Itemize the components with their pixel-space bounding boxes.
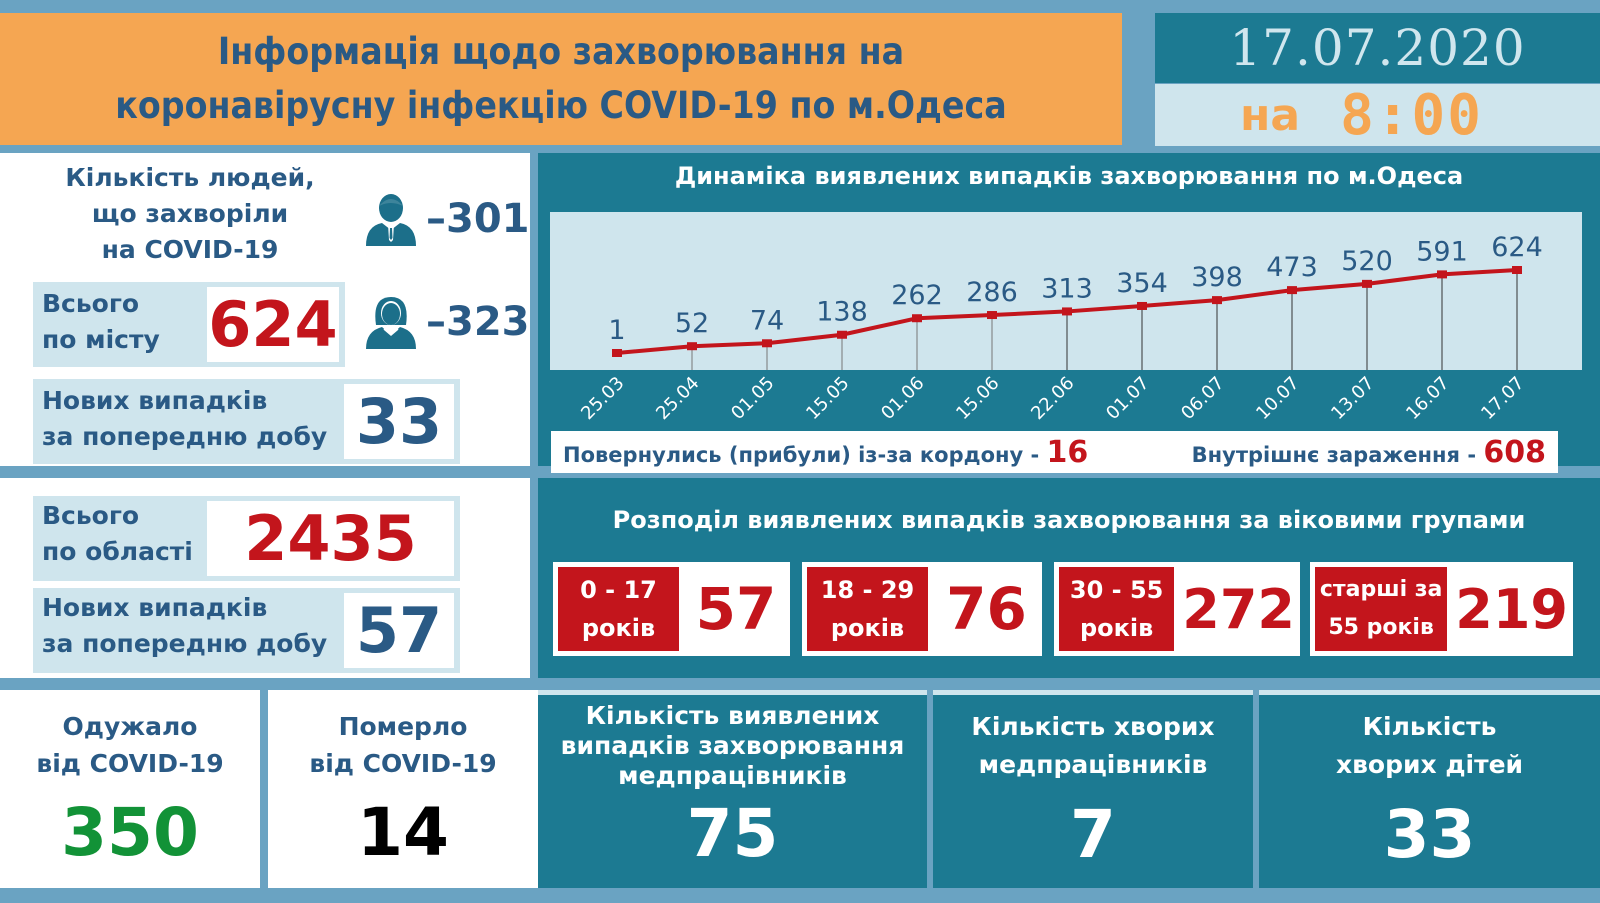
- age-group-value: 272: [1182, 577, 1295, 641]
- report-time: на 8:00: [1155, 82, 1600, 148]
- x-tick-label: 13.07: [1327, 373, 1378, 424]
- male-person-icon: [366, 194, 416, 246]
- header-title-box: Інформація щодо захворювання на коронаві…: [0, 13, 1122, 145]
- data-label: 286: [966, 277, 1018, 308]
- age-group-label: старші за 55 років: [1315, 567, 1448, 651]
- imported-cases: Повернулись (прибули) із-за кордону - 16: [563, 434, 1089, 470]
- x-tick-label: 16.07: [1402, 373, 1453, 424]
- data-label: 398: [1191, 262, 1243, 293]
- data-label: 262: [891, 280, 943, 311]
- medical-cases-label: Кількість виявлених випадків захворюванн…: [560, 701, 905, 790]
- x-tick-label: 10.07: [1252, 373, 1303, 424]
- title-line-1: Інформація щодо захворювання на: [217, 30, 905, 73]
- data-label: 624: [1491, 232, 1543, 263]
- region-total-box: Всього по області 2435: [33, 496, 460, 581]
- region-total-value: 2435: [207, 501, 454, 576]
- local-cases-value: 608: [1483, 434, 1546, 470]
- x-tick-label: 17.07: [1477, 373, 1528, 424]
- data-label: 591: [1416, 236, 1468, 267]
- male-count-row: –301: [362, 190, 530, 248]
- data-label: 74: [750, 305, 784, 336]
- age-group-card: старші за 55 років 219: [1310, 562, 1573, 656]
- sick-children-label: Кількість хворих дітей: [1335, 712, 1524, 779]
- female-person-icon: [366, 297, 416, 349]
- chart-title: Динаміка виявлених випадків захворювання…: [674, 162, 1464, 190]
- female-count-row: –323: [362, 293, 530, 351]
- city-new-label: Нових випадків за попередню добу: [42, 386, 328, 451]
- line-chart: 1 25.03 52 25.04 74 01.05 138 15.05 262 01.06 286 1…: [577, 232, 1543, 424]
- data-label: 520: [1341, 246, 1393, 277]
- x-tick-label: 25.04: [652, 373, 703, 424]
- sick-medics-value: 7: [1070, 796, 1116, 873]
- region-new-label: Нових випадків за попередню добу: [42, 593, 328, 658]
- data-label: 1: [608, 315, 625, 346]
- data-label: 52: [675, 308, 709, 339]
- x-tick-label: 01.05: [727, 373, 778, 424]
- x-tick-label: 22.06: [1027, 373, 1078, 424]
- city-new-value: 33: [344, 384, 454, 459]
- medical-cases-value: 75: [686, 795, 779, 872]
- city-total-box: Всього по місту 624: [33, 282, 345, 367]
- sick-medics-panel: Кількість хворих медпрацівників 7: [933, 690, 1253, 888]
- local-cases: Внутрішнє зараження - 608: [1191, 434, 1546, 470]
- x-tick-label: 06.07: [1177, 373, 1228, 424]
- title-line-2: коронавірусну інфекцію COVID-19 по м.Оде…: [115, 84, 1007, 127]
- x-tick-label: 01.07: [1102, 373, 1153, 424]
- time-prefix: на: [1240, 89, 1301, 141]
- x-tick-label: 15.05: [802, 373, 853, 424]
- city-new-box: Нових випадків за попередню добу 33: [33, 379, 460, 464]
- region-new-box: Нових випадків за попередню добу 57: [33, 588, 460, 673]
- male-count: –301: [426, 196, 530, 242]
- data-label: 473: [1266, 252, 1318, 283]
- imported-cases-value: 16: [1046, 434, 1089, 470]
- age-group-label: 0 - 17 років: [558, 567, 679, 651]
- recovered-value: 350: [61, 794, 199, 871]
- age-group-value: 57: [695, 575, 777, 643]
- sick-people-title: Кількість людей, що захворіли на COVID-1…: [65, 163, 315, 264]
- time-value: 8:00: [1340, 82, 1483, 148]
- deceased-label: Померло від COVID-19: [309, 712, 497, 778]
- sick-medics-label: Кількість хворих медпрацівників: [971, 712, 1215, 779]
- medical-cases-panel: Кількість виявлених випадків захворюванн…: [538, 690, 927, 888]
- age-groups-title: Розподіл виявлених випадків захворювання…: [612, 506, 1526, 534]
- region-new-value: 57: [344, 593, 454, 668]
- age-group-label: 30 - 55 років: [1059, 567, 1175, 651]
- age-group-card: 30 - 55 років 272: [1054, 562, 1300, 656]
- sick-children-panel: Кількість хворих дітей 33: [1259, 690, 1600, 888]
- data-label: 138: [816, 297, 868, 328]
- recovered-label: Одужало від COVID-19: [36, 712, 224, 778]
- age-group-value: 76: [946, 575, 1027, 643]
- data-label: 354: [1116, 268, 1168, 299]
- data-label: 313: [1041, 273, 1093, 304]
- x-tick-label: 15.06: [952, 373, 1003, 424]
- deceased-panel: Померло від COVID-19 14: [268, 690, 538, 888]
- bottom-frame: [0, 888, 1600, 903]
- age-group-label: 18 - 29 років: [807, 567, 928, 651]
- x-tick-label: 25.03: [577, 373, 628, 424]
- city-total-label: Всього по місту: [42, 289, 160, 354]
- sick-children-value: 33: [1383, 796, 1476, 873]
- city-total-value: 624: [207, 287, 339, 362]
- age-group-value: 219: [1455, 577, 1568, 641]
- region-total-label: Всього по області: [42, 501, 193, 566]
- recovered-panel: Одужало від COVID-19 350: [0, 690, 260, 888]
- age-group-card: 0 - 17 років 57: [553, 562, 790, 656]
- report-date: 17.07.2020: [1155, 13, 1600, 83]
- infection-source-bar: Повернулись (прибули) із-за кордону - 16…: [551, 431, 1558, 473]
- female-count: –323: [426, 299, 530, 345]
- deceased-value: 14: [357, 794, 449, 871]
- x-tick-label: 01.06: [877, 373, 928, 424]
- age-group-card: 18 - 29 років 76: [802, 562, 1042, 656]
